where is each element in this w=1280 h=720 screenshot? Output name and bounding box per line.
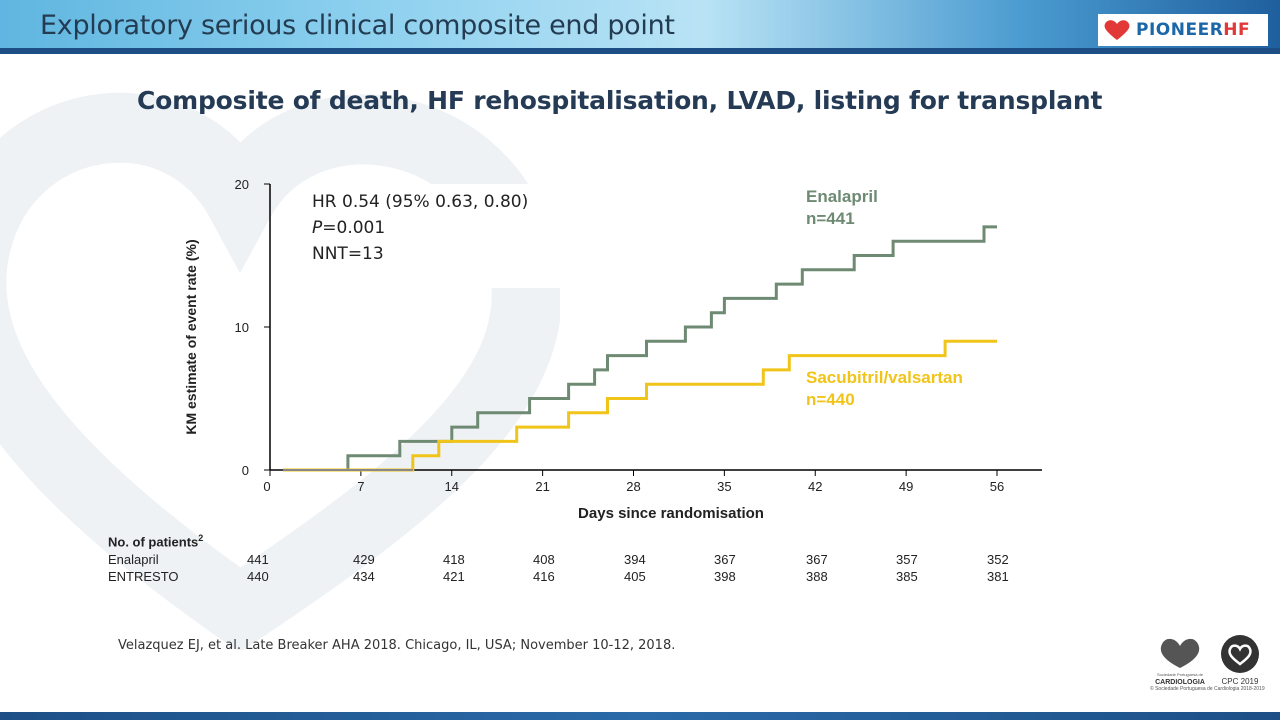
nnt-text: NNT=13 [312, 244, 384, 264]
risk-table-row-label: ENTRESTO [108, 569, 179, 584]
risk-table-cell: 421 [443, 569, 465, 584]
risk-table-cell: 367 [714, 552, 736, 567]
risk-table-cell: 398 [714, 569, 736, 584]
x-tick-label: 28 [626, 479, 640, 494]
risk-table-row-label: Enalapril [108, 552, 159, 567]
heart-logo-icon [1104, 20, 1130, 40]
slide-title: Exploratory serious clinical composite e… [40, 10, 675, 41]
badge-caption: © Sociedade Portuguesa de Cardiologia 20… [1150, 686, 1265, 692]
cpc-label: CPC 2019 [1222, 677, 1259, 686]
series-n-label: n=441 [806, 209, 855, 228]
series-name-label: Sacubitril/valsartan [806, 368, 963, 387]
logo-text: PIONEERHF [1136, 20, 1251, 40]
series-line-enalapril [283, 225, 997, 472]
cpc-2019-badge: CPC 2019 [1221, 635, 1259, 686]
risk-table-cell: 367 [806, 552, 828, 567]
risk-table-cell: 440 [247, 569, 269, 584]
x-axis-label: Days since randomisation [578, 505, 764, 522]
risk-table-cell: 441 [247, 552, 269, 567]
pioneer-hf-logo: PIONEERHF [1098, 14, 1268, 46]
x-tick-label: 14 [445, 479, 459, 494]
x-tick-label: 7 [357, 479, 364, 494]
risk-table-cell: 381 [987, 569, 1009, 584]
chart-heading: Composite of death, HF rehospitalisation… [137, 86, 1103, 115]
y-tick-label: 20 [235, 177, 249, 192]
p-value-text: P=0.001 [312, 218, 386, 238]
spc-cardiologia-badge: Sociedade Portuguesa de CARDIOLOGIA [1155, 638, 1205, 686]
citation: Velazquez EJ, et al. Late Breaker AHA 20… [118, 638, 676, 653]
spc-line1: Sociedade Portuguesa de [1157, 672, 1204, 677]
hazard-ratio-text: HR 0.54 (95% 0.63, 0.80) [312, 192, 529, 212]
series-name-label: Enalapril [806, 187, 878, 206]
risk-table-cell: 405 [624, 569, 646, 584]
x-tick-label: 0 [263, 479, 270, 494]
risk-table-cell: 357 [896, 552, 918, 567]
x-tick-label: 56 [990, 479, 1004, 494]
risk-table-cell: 352 [987, 552, 1009, 567]
y-tick-label: 10 [235, 320, 249, 335]
footer-band [0, 712, 1280, 720]
risk-table-cell: 416 [533, 569, 555, 584]
risk-table-cell: 388 [806, 569, 828, 584]
chart-labels: Enalapril n=441 Sacubitril/valsartan n=440 [806, 187, 963, 409]
risk-table-cell: 429 [353, 552, 375, 567]
risk-table-cell: 394 [624, 552, 646, 567]
risk-table-cell: 434 [353, 569, 375, 584]
y-tick-label: 0 [242, 463, 249, 478]
spc-line2: CARDIOLOGIA [1155, 679, 1205, 686]
series-line-sacubitril-valsartan [283, 339, 997, 472]
x-tick-label: 21 [535, 479, 549, 494]
risk-table-cell: 408 [533, 552, 555, 567]
risk-table-header: No. of patients2 [108, 533, 204, 550]
series-n-label: n=440 [806, 390, 855, 409]
chart-series [282, 225, 997, 472]
risk-table-cell: 418 [443, 552, 465, 567]
x-tick-label: 35 [717, 479, 731, 494]
risk-table-cell: 385 [896, 569, 918, 584]
x-tick-label: 49 [899, 479, 913, 494]
y-axis-label: KM estimate of event rate (%) [183, 239, 199, 434]
stats-box: HR 0.54 (95% 0.63, 0.80) P=0.001 NNT=13 [300, 184, 560, 288]
header-band [0, 0, 1280, 54]
x-tick-label: 42 [808, 479, 822, 494]
